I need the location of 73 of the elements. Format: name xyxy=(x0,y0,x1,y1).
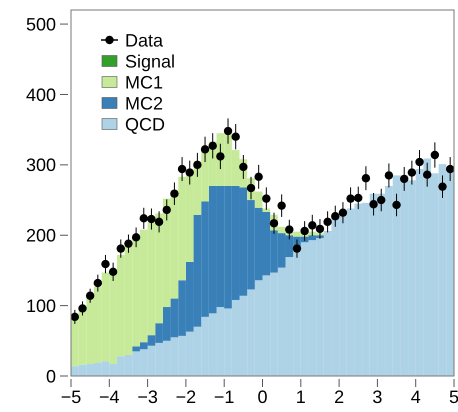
point xyxy=(254,172,263,182)
y-tick-label: 300 xyxy=(26,155,56,176)
point xyxy=(446,164,454,174)
point xyxy=(285,225,294,234)
point xyxy=(193,160,202,170)
point xyxy=(132,233,140,242)
point xyxy=(331,212,340,220)
point xyxy=(208,142,217,150)
point xyxy=(392,200,401,210)
point xyxy=(338,208,348,217)
point xyxy=(101,260,110,268)
point xyxy=(116,244,125,253)
point xyxy=(154,218,164,226)
point xyxy=(308,221,316,230)
point xyxy=(224,126,232,136)
y-tick-label: 100 xyxy=(26,296,56,316)
point xyxy=(94,278,102,288)
point xyxy=(408,168,416,177)
point xyxy=(400,174,408,184)
point xyxy=(270,219,278,228)
point xyxy=(246,184,256,192)
y-tick-label: 500 xyxy=(26,14,56,34)
x-tick-label: 2 xyxy=(334,387,344,407)
x-tick-label: 1 xyxy=(296,387,306,407)
point xyxy=(422,170,432,179)
point xyxy=(262,194,271,203)
point xyxy=(323,218,332,226)
point xyxy=(292,244,302,253)
x-tick-label: −1 xyxy=(214,387,234,407)
legend-label: MC1 xyxy=(125,72,164,92)
legend-label: Signal xyxy=(125,51,176,72)
x-tick-label: −2 xyxy=(176,387,196,407)
point xyxy=(78,304,87,313)
point xyxy=(438,182,447,191)
point xyxy=(186,168,194,177)
point xyxy=(300,226,309,236)
bar xyxy=(262,208,270,212)
point xyxy=(200,145,210,154)
point xyxy=(362,174,370,182)
point xyxy=(162,206,171,214)
x-tick-label: −5 xyxy=(60,387,82,407)
point xyxy=(86,292,94,300)
point xyxy=(316,224,324,234)
legend-label: QCD xyxy=(125,114,165,134)
x-tick-label: 4 xyxy=(410,387,421,407)
point xyxy=(170,190,179,198)
point xyxy=(415,158,424,166)
point xyxy=(384,171,394,180)
x-tick-label: −4 xyxy=(99,387,120,407)
point xyxy=(70,312,80,322)
x-tick-label: −3 xyxy=(137,387,158,407)
y-tick-label: 0 xyxy=(46,366,56,386)
point xyxy=(124,239,133,248)
point xyxy=(377,196,386,204)
point xyxy=(369,200,378,208)
point xyxy=(277,201,286,210)
x-tick-label: 0 xyxy=(257,387,268,407)
point xyxy=(354,194,362,202)
x-tick-label: 3 xyxy=(372,387,382,407)
point xyxy=(239,162,248,172)
point xyxy=(430,150,440,160)
point xyxy=(231,132,240,141)
point xyxy=(346,194,355,203)
point xyxy=(108,268,118,276)
point xyxy=(178,164,186,174)
y-tick-label: 400 xyxy=(26,84,56,105)
point xyxy=(216,152,225,161)
point xyxy=(140,214,148,223)
point xyxy=(147,214,156,224)
legend-label: MC2 xyxy=(125,93,164,114)
y-tick-label: 200 xyxy=(26,226,56,246)
legend-label: Data xyxy=(125,30,164,50)
x-tick-label: 5 xyxy=(448,387,458,407)
